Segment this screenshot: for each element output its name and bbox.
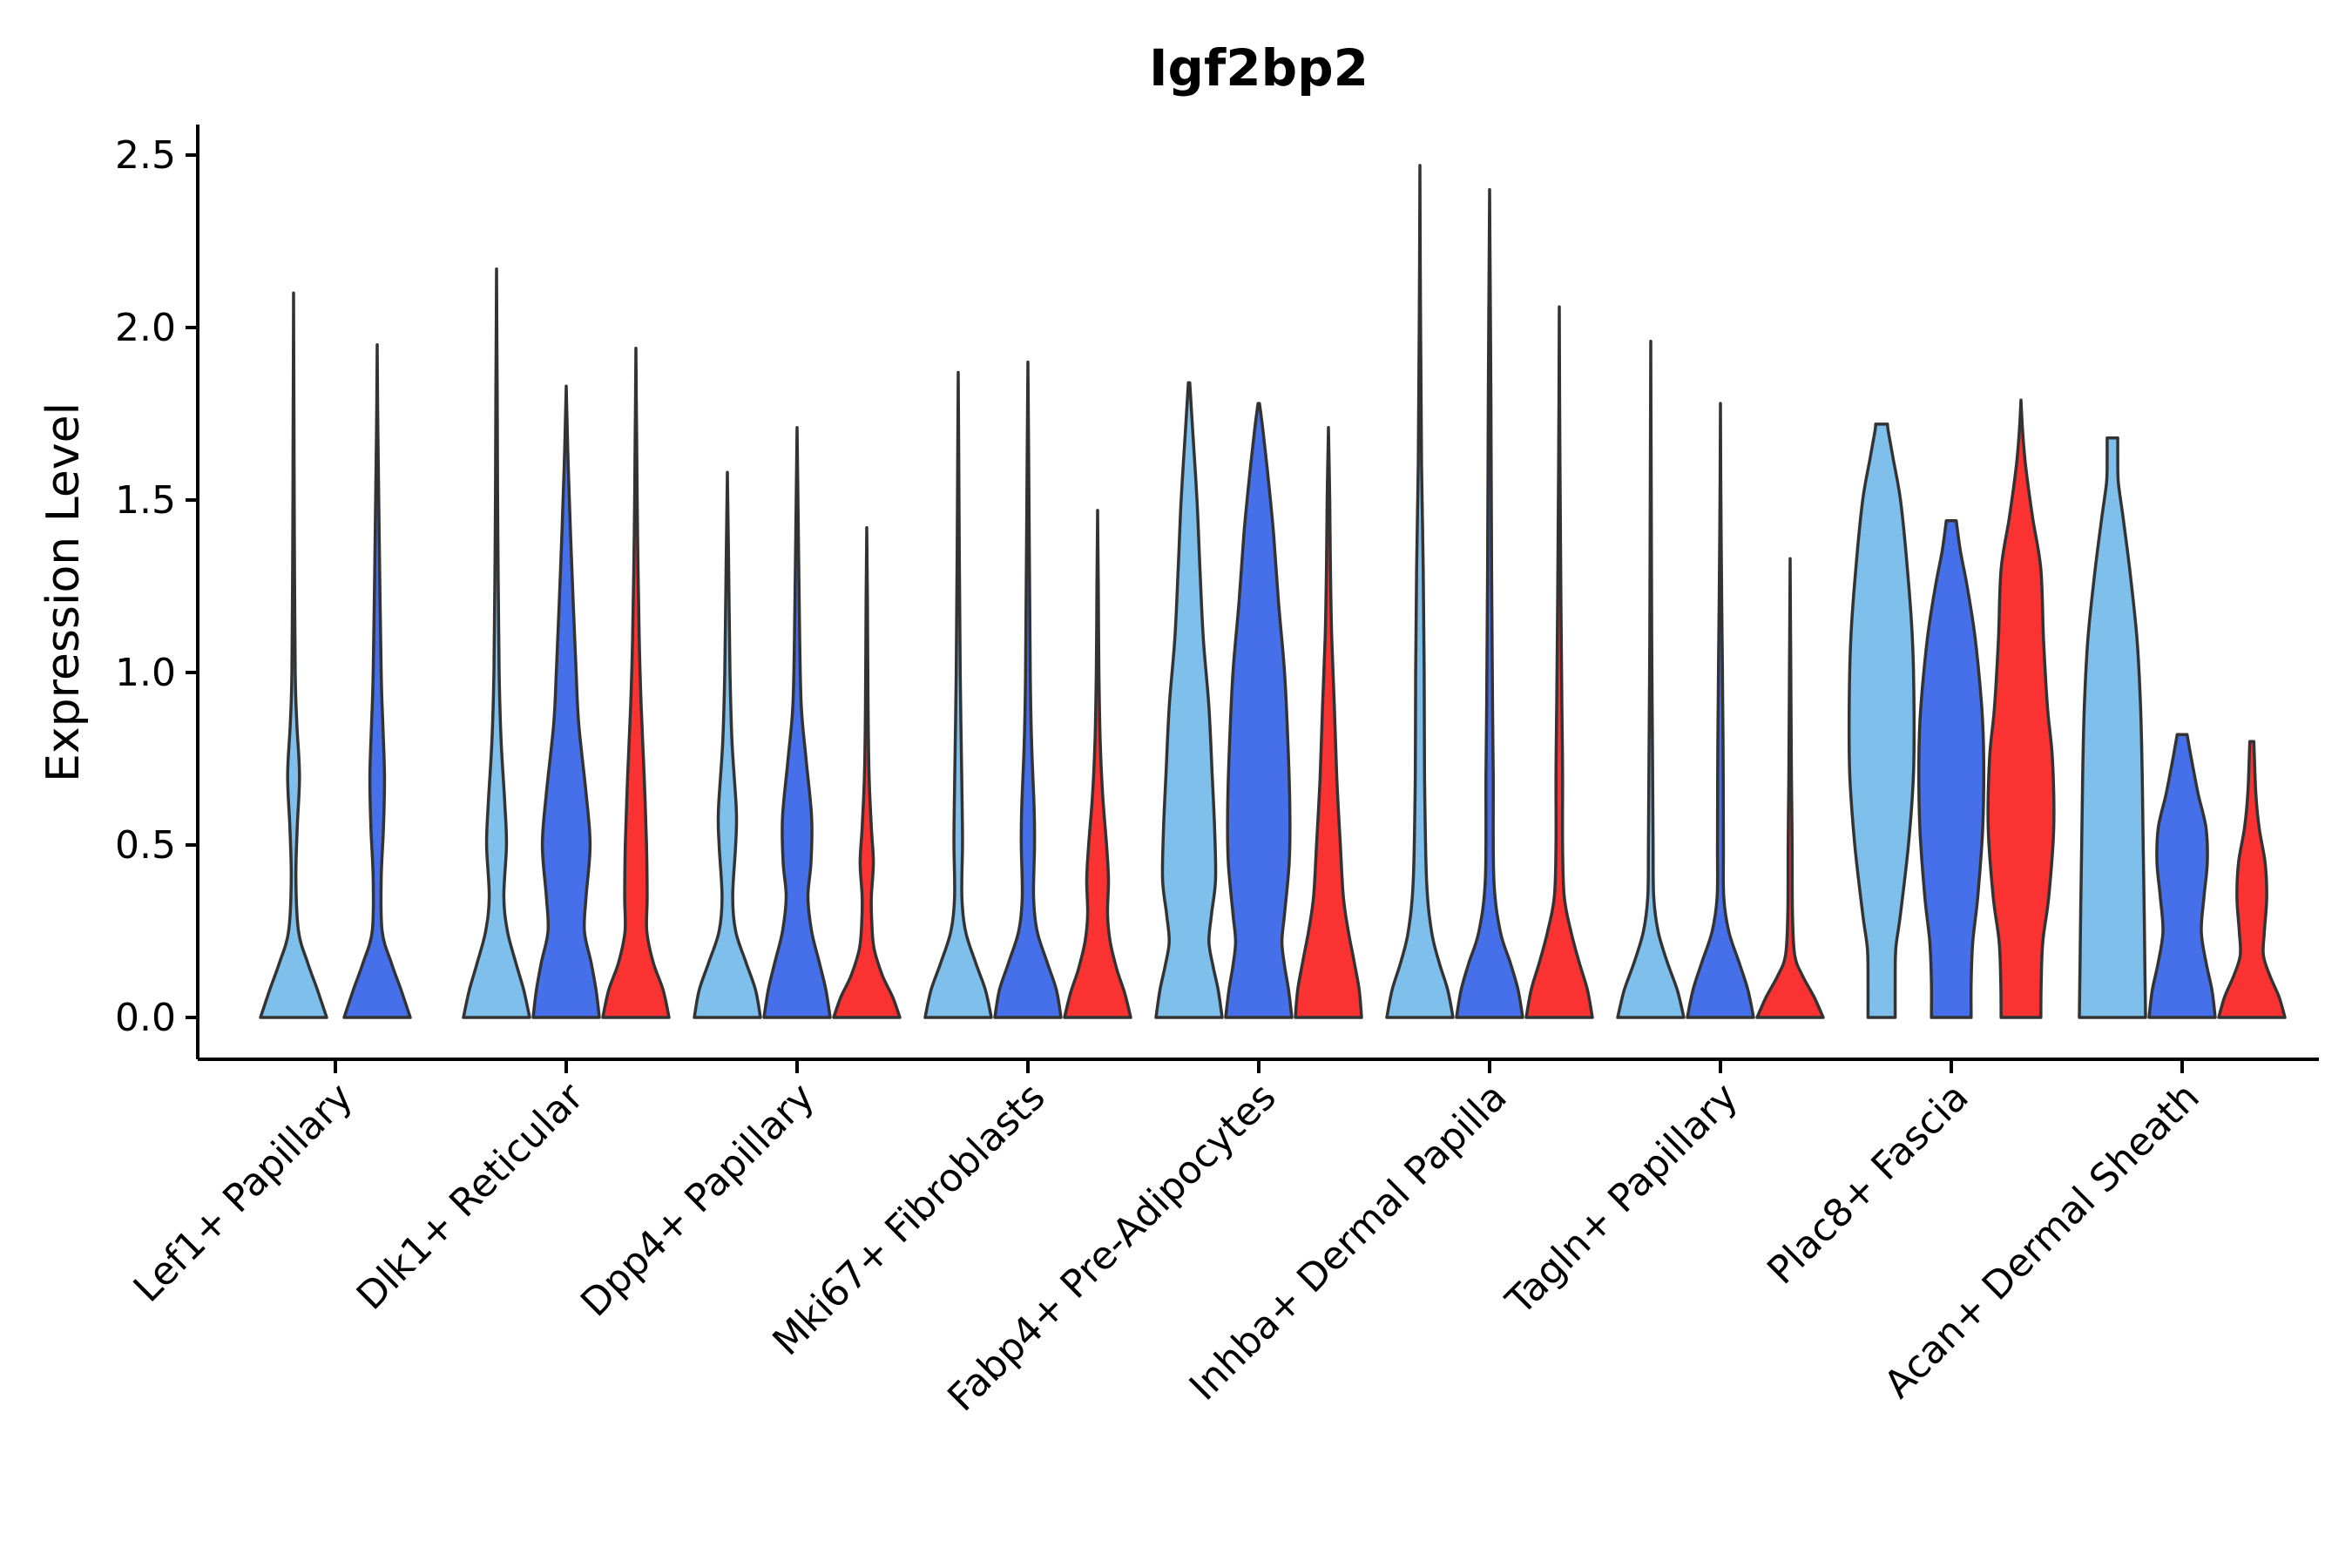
x-tick-label: Tagln+ Papillary <box>1497 1075 1747 1324</box>
violin-6-2 <box>1755 557 1825 1019</box>
x-tick-label: Plac8+ Fascia <box>1759 1075 1977 1294</box>
x-tick-label: Lef1+ Papillary <box>125 1075 362 1311</box>
violin-5-2 <box>1524 305 1594 1019</box>
y-tick-label: 2.5 <box>115 133 176 178</box>
violin-6-0 <box>1616 340 1686 1019</box>
y-tick-label: 1.5 <box>115 478 176 523</box>
violin-3-0 <box>923 370 993 1019</box>
violin-2-2 <box>832 525 902 1019</box>
violin-7-0 <box>1847 422 1916 1019</box>
violin-4-0 <box>1154 381 1224 1019</box>
violin-8-2 <box>2217 740 2287 1019</box>
violin-5-1 <box>1455 187 1524 1019</box>
violin-8-0 <box>2078 436 2147 1019</box>
violin-1-0 <box>462 267 531 1019</box>
violin-2-1 <box>762 426 832 1019</box>
violin-0-0 <box>259 291 328 1019</box>
violin-4-2 <box>1294 426 1363 1019</box>
violin-4-1 <box>1224 402 1294 1019</box>
violin-5-0 <box>1385 164 1455 1019</box>
y-axis-label: Expression Level <box>37 402 90 782</box>
violin-8-1 <box>2147 733 2217 1019</box>
violin-7-2 <box>1986 398 2056 1019</box>
y-tick-label: 0.5 <box>115 823 176 868</box>
violin-1-1 <box>531 384 601 1019</box>
violin-group <box>259 164 2287 1019</box>
violin-2-0 <box>693 470 762 1019</box>
y-tick-label: 1.0 <box>115 651 176 695</box>
violin-6-1 <box>1686 402 1755 1019</box>
chart-title: Igf2bp2 <box>1149 38 1369 98</box>
x-tick-label: Dpp4+ Papillary <box>572 1075 823 1326</box>
violin-7-1 <box>1916 519 1986 1019</box>
violin-3-1 <box>993 360 1063 1019</box>
y-tick-label: 0.0 <box>115 996 176 1040</box>
violin-1-2 <box>601 347 671 1019</box>
y-tick-label: 2.0 <box>115 306 176 350</box>
violin-0-1 <box>342 343 412 1019</box>
x-tick-label: Dlk1+ Reticular <box>348 1074 593 1319</box>
violin-3-2 <box>1063 509 1132 1019</box>
y-ticks: 0.0 0.5 1.0 1.5 2.0 2.5 <box>115 133 198 1040</box>
